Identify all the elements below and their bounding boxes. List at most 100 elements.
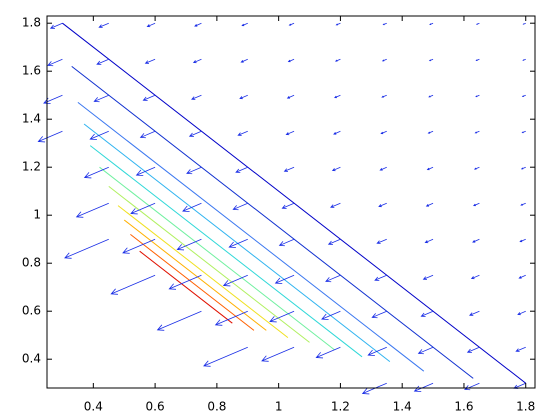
arrow — [49, 22, 63, 29]
contour-line — [130, 234, 255, 331]
arrow — [335, 22, 341, 26]
arrow — [420, 310, 434, 317]
arrow — [379, 166, 387, 171]
x-tick-label: 0.8 — [207, 400, 226, 414]
arrow — [186, 166, 202, 175]
arrow — [278, 238, 295, 247]
arrow — [203, 346, 248, 367]
arrow — [281, 202, 295, 209]
arrow — [75, 202, 109, 218]
contour-line — [62, 22, 527, 384]
arrow — [89, 130, 109, 140]
x-tick-label: 1.6 — [454, 400, 473, 414]
arrow — [371, 310, 387, 319]
arrow — [269, 310, 295, 323]
arrow — [288, 22, 295, 26]
contour-line — [83, 123, 391, 362]
arrow — [144, 58, 156, 64]
contour-line — [123, 219, 267, 331]
arrow — [135, 166, 156, 176]
arrow — [427, 130, 434, 134]
arrow — [374, 274, 387, 281]
arrow — [520, 166, 526, 170]
contour-line — [117, 205, 289, 338]
arrow — [182, 202, 202, 212]
arrow — [417, 346, 434, 355]
arrow — [188, 130, 202, 137]
arrow — [194, 22, 202, 27]
arrow — [83, 166, 109, 179]
arrow — [333, 130, 341, 135]
arrow — [331, 166, 341, 172]
arrow — [519, 238, 526, 243]
arrow — [176, 238, 202, 251]
x-tick-label: 1 — [275, 400, 283, 414]
arrow — [285, 130, 295, 136]
arrow — [274, 274, 295, 284]
arrow — [98, 22, 109, 28]
arrow — [522, 22, 526, 25]
arrow — [261, 346, 295, 362]
arrow — [473, 166, 480, 170]
x-tick-label: 0.4 — [84, 400, 103, 414]
y-tick-label: 0.4 — [22, 352, 41, 366]
arrow — [521, 94, 526, 97]
arrow — [325, 274, 341, 283]
arrow — [287, 58, 295, 63]
arrow — [470, 274, 480, 280]
y-tick-label: 1 — [33, 208, 41, 222]
arrow — [424, 238, 434, 244]
y-tick-label: 0.8 — [22, 256, 41, 270]
arrow — [376, 238, 387, 244]
contour-line — [89, 145, 363, 358]
arrow — [464, 382, 480, 391]
arrow — [466, 346, 480, 353]
arrow — [168, 274, 202, 290]
arrow — [334, 58, 341, 62]
arrow — [367, 346, 387, 356]
arrow — [139, 130, 156, 139]
arrow — [378, 202, 387, 208]
arrow — [222, 274, 248, 287]
arrow — [232, 202, 248, 211]
x-tick-label: 1.2 — [331, 400, 350, 414]
y-tick-label: 0.6 — [22, 304, 41, 318]
arrow — [330, 202, 341, 208]
y-tick-label: 1.8 — [22, 16, 41, 30]
arrow — [473, 202, 480, 207]
arrow — [214, 310, 248, 326]
arrow — [428, 94, 434, 98]
arrow — [428, 58, 434, 62]
arrow — [240, 58, 248, 63]
arrow — [64, 238, 109, 259]
arrow — [239, 94, 248, 100]
y-tick-label: 1.4 — [22, 112, 41, 126]
arrow — [521, 130, 526, 134]
arrow — [429, 22, 434, 25]
arrow — [191, 94, 202, 100]
arrow — [237, 130, 248, 136]
arrow — [515, 346, 526, 352]
arrow — [321, 310, 341, 320]
arrow — [520, 202, 526, 206]
arrow — [130, 202, 156, 215]
arrow — [426, 166, 434, 171]
arrow — [522, 58, 526, 61]
arrow — [286, 94, 295, 99]
plot-frame — [46, 15, 536, 389]
arrow — [315, 346, 341, 359]
arrow — [192, 58, 202, 64]
arrow — [475, 94, 480, 98]
arrow — [422, 274, 434, 280]
y-tick-label: 1.2 — [22, 160, 41, 174]
arrow — [380, 130, 387, 135]
arrow — [93, 94, 109, 103]
contour-line — [71, 66, 474, 379]
arrow — [96, 58, 109, 65]
arrow — [381, 94, 387, 98]
x-tick-label: 0.6 — [146, 400, 165, 414]
x-tick-label: 1.8 — [516, 400, 535, 414]
arrow — [283, 166, 295, 172]
